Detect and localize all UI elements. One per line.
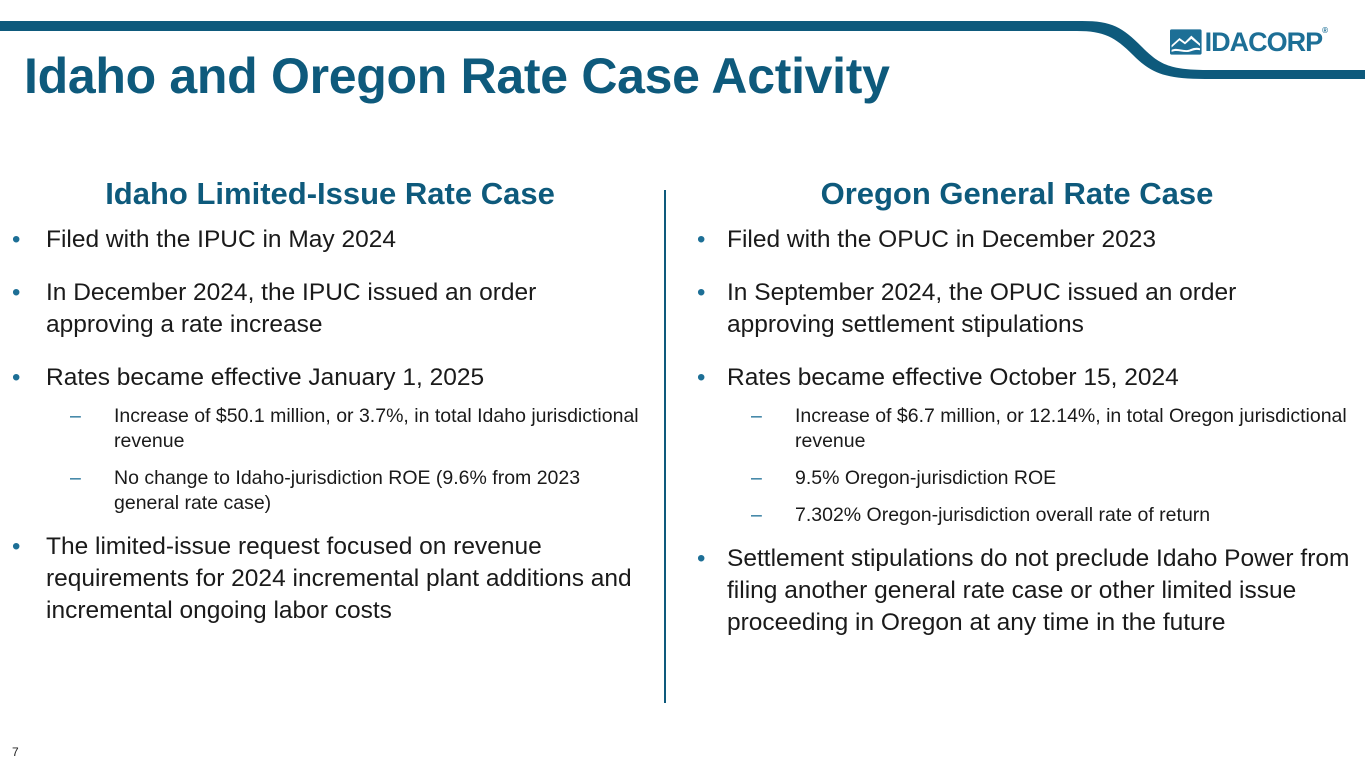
idaho-heading: Idaho Limited-Issue Rate Case	[105, 176, 555, 211]
oregon-bullet-3-text: Rates became effective October 15, 2024	[727, 364, 1179, 391]
idaho-subbullet-2: No change to Idaho-jurisdiction ROE (9.6…	[46, 466, 640, 516]
oregon-column: Oregon General Rate Case Filed with the …	[680, 172, 1360, 660]
idaho-bullet-3: Rates became effective January 1, 2025 I…	[0, 362, 660, 516]
slide-number: 7	[12, 745, 19, 759]
oregon-bullet-2: In September 2024, the OPUC issued an or…	[680, 277, 1360, 341]
oregon-bullet-3: Rates became effective October 15, 2024 …	[680, 362, 1360, 528]
oregon-subbullet-3: 7.302% Oregon-jurisdiction overall rate …	[727, 503, 1350, 528]
oregon-bullet-4: Settlement stipulations do not preclude …	[680, 543, 1360, 639]
oregon-bullet-list: Filed with the OPUC in December 2023 In …	[680, 224, 1360, 639]
oregon-heading: Oregon General Rate Case	[820, 176, 1214, 211]
idaho-bullet-3-text: Rates became effective January 1, 2025	[46, 364, 485, 391]
column-divider	[664, 190, 666, 703]
logo-wordmark: IDACORP®	[1204, 26, 1328, 57]
idaho-bullet-2: In December 2024, the IPUC issued an ord…	[0, 277, 660, 341]
oregon-subbullet-1: Increase of $6.7 million, or 12.14%, in …	[727, 404, 1350, 454]
idaho-subbullet-list: Increase of $50.1 million, or 3.7%, in t…	[46, 404, 640, 516]
mountain-logo-icon	[1170, 29, 1202, 55]
idacorp-logo: IDACORP®	[1170, 25, 1328, 59]
idaho-subbullet-1: Increase of $50.1 million, or 3.7%, in t…	[46, 404, 640, 454]
oregon-subbullet-2: 9.5% Oregon-jurisdiction ROE	[727, 466, 1350, 491]
page-title: Idaho and Oregon Rate Case Activity	[24, 48, 890, 104]
oregon-subbullet-list: Increase of $6.7 million, or 12.14%, in …	[727, 404, 1350, 528]
idaho-bullet-4: The limited-issue request focused on rev…	[0, 531, 660, 627]
idaho-bullet-list: Filed with the IPUC in May 2024 In Decem…	[0, 224, 660, 627]
oregon-bullet-1: Filed with the OPUC in December 2023	[680, 224, 1360, 256]
idaho-column: Idaho Limited-Issue Rate Case Filed with…	[0, 172, 660, 648]
idaho-bullet-1: Filed with the IPUC in May 2024	[0, 224, 660, 256]
header-band	[0, 21, 1365, 79]
